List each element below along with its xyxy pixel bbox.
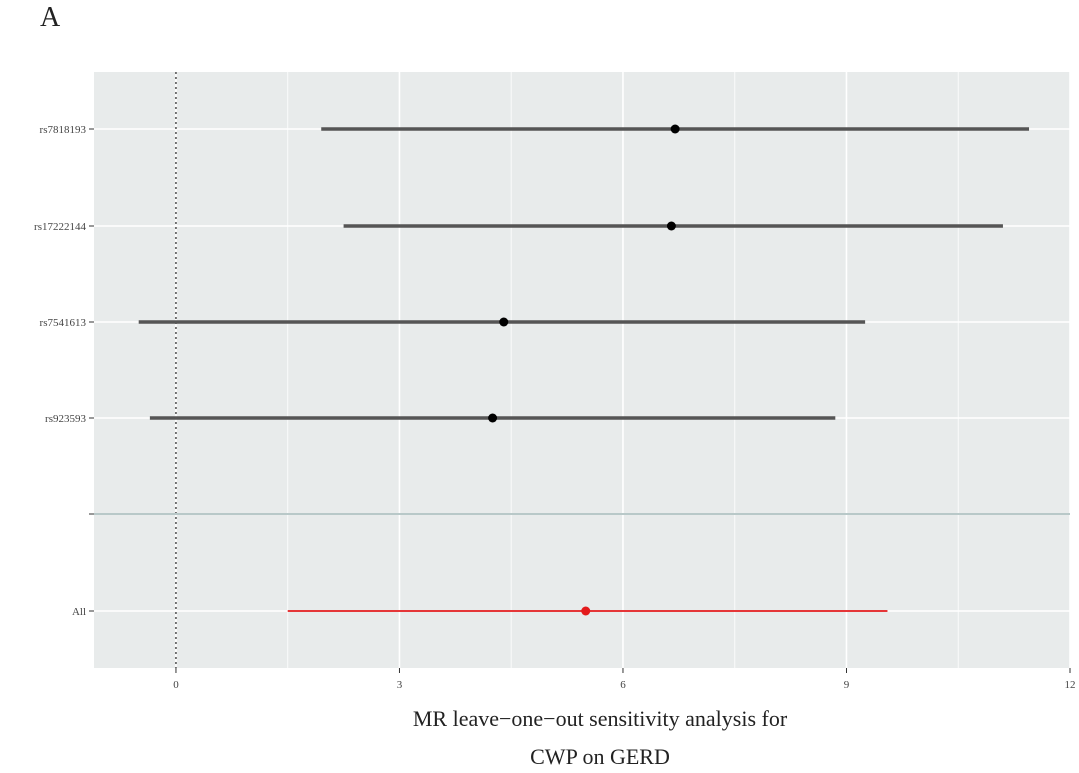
x-axis-label-line-1: MR leave−one−out sensitivity analysis fo… <box>412 706 788 731</box>
y-tick-label: All <box>72 606 86 618</box>
estimate-point <box>670 124 680 134</box>
estimate-point <box>499 317 509 327</box>
y-tick-label: rs7541613 <box>40 317 87 329</box>
forest-plot: 0 3 6 9 12 rs7818193 rs17222144 rs7541613 rs9235… <box>34 72 1076 691</box>
summary-point <box>581 606 591 616</box>
plot-panel <box>94 72 1070 668</box>
x-tick-label: 12 <box>1065 679 1076 691</box>
y-tick-label: rs17222144 <box>34 221 86 233</box>
estimate-point <box>488 413 498 423</box>
x-tick-label: 3 <box>397 679 403 691</box>
x-tick-label: 0 <box>173 679 179 691</box>
estimate-point <box>666 221 676 231</box>
panel-label: A <box>40 2 61 33</box>
y-tick-label: rs7818193 <box>40 124 87 136</box>
y-tick-label: rs923593 <box>45 413 86 425</box>
x-tick-label: 6 <box>620 679 626 691</box>
x-tick-label: 9 <box>844 679 850 691</box>
x-axis-label-line-2: CWP on GERD <box>530 744 670 769</box>
